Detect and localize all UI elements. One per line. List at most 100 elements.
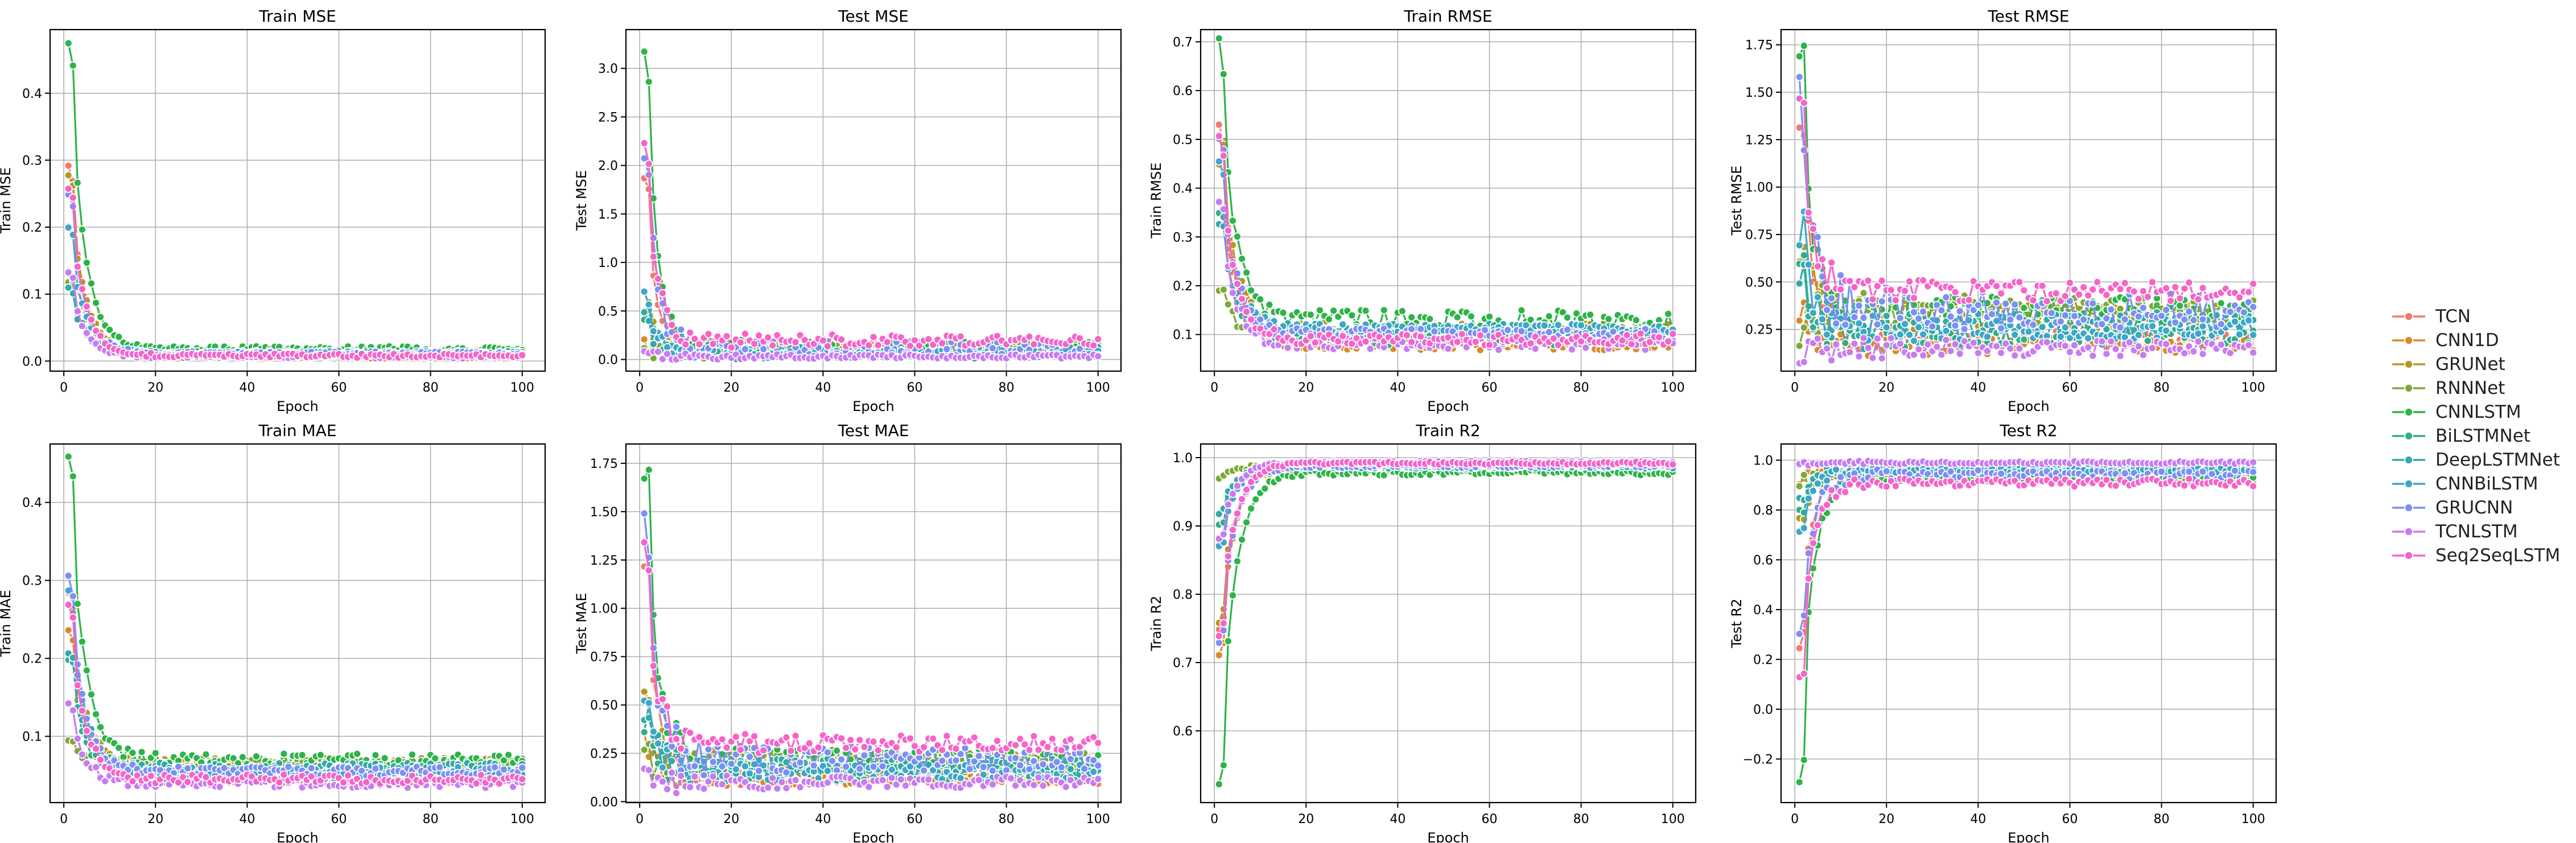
data-point: [1425, 315, 1435, 323]
data-point: [1577, 337, 1586, 346]
data-point: [727, 343, 736, 352]
data-point: [1485, 340, 1494, 349]
data-point: [823, 342, 832, 351]
data-point: [1379, 306, 1388, 315]
y-tick-label: 0.4: [22, 87, 42, 101]
data-point: [2019, 335, 2029, 344]
data-point: [1932, 342, 1942, 351]
data-point: [2088, 299, 2097, 308]
data-point: [1549, 334, 1558, 343]
data-point: [1823, 283, 1832, 293]
data-point: [1334, 337, 1343, 346]
series-seq2seqlstm: [1795, 94, 2258, 306]
data-point: [1238, 294, 1246, 303]
data-point: [869, 332, 878, 342]
series-seq2seqlstm: [1214, 131, 1678, 349]
data-point: [2010, 351, 2019, 360]
data-point: [1808, 309, 1817, 318]
series-line: [67, 592, 523, 781]
data-point: [1256, 295, 1265, 304]
data-point: [1905, 277, 1914, 286]
data-point: [2175, 294, 2185, 303]
data-point: [1664, 337, 1673, 346]
data-point: [1522, 321, 1531, 330]
data-point: [1997, 324, 2006, 333]
y-tick-label: 0.3: [22, 154, 42, 168]
y-axis-label: Train MSE: [0, 167, 14, 234]
data-point: [1919, 330, 1928, 339]
data-point: [644, 300, 653, 309]
data-point: [1946, 347, 1955, 356]
data-point: [2249, 302, 2258, 311]
data-point: [1914, 314, 1923, 323]
data-point: [1228, 260, 1237, 269]
data-point: [1997, 348, 2006, 357]
data-point: [1094, 352, 1103, 361]
x-tick-label: 20: [723, 381, 739, 395]
data-point: [654, 274, 662, 283]
data-point: [1823, 344, 1832, 353]
data-point: [73, 178, 82, 187]
data-point: [2148, 344, 2157, 352]
data-point: [2198, 283, 2207, 293]
data-point: [92, 298, 101, 307]
x-tick-label: 20: [147, 381, 163, 395]
x-axis-label: Epoch: [2008, 398, 2050, 414]
data-point: [1946, 312, 1955, 321]
data-point: [1214, 157, 1223, 166]
data-point: [1228, 216, 1237, 225]
data-point: [649, 252, 658, 261]
data-point: [518, 351, 527, 360]
data-point: [906, 342, 914, 351]
data-point: [1868, 295, 1877, 304]
data-point: [1818, 315, 1827, 324]
data-point: [2216, 319, 2225, 328]
data-point: [2194, 337, 2203, 346]
data-point: [924, 335, 933, 344]
data-point: [1859, 334, 1868, 343]
data-point: [654, 347, 662, 356]
data-point: [1233, 279, 1242, 289]
y-tick-label: 0.0: [598, 353, 618, 368]
data-point: [644, 159, 653, 168]
y-tick-label: 0.3: [1173, 231, 1193, 245]
data-point: [1531, 344, 1540, 353]
data-point: [2010, 300, 2019, 309]
data-point: [1544, 312, 1553, 321]
axes-frame: [625, 28, 1122, 372]
chart-title: Test MSE: [838, 7, 909, 26]
data-point: [1799, 42, 1808, 50]
data-point: [77, 322, 86, 331]
data-point: [1457, 330, 1466, 339]
data-point: [77, 225, 86, 234]
data-point: [64, 39, 73, 48]
data-point: [2010, 330, 2019, 339]
data-point: [2166, 297, 2175, 305]
data-point: [1664, 310, 1673, 318]
axes-frame: [49, 28, 546, 372]
y-axis-label: Test RMSE: [1729, 166, 1745, 236]
data-point: [1338, 320, 1347, 329]
series-line: [67, 43, 522, 353]
data-point: [704, 330, 713, 339]
data-point: [1609, 327, 1618, 336]
data-point: [2225, 348, 2235, 357]
data-point: [1910, 336, 1919, 346]
data-point: [1910, 308, 1919, 316]
data-point: [2216, 299, 2225, 308]
series-line: [1799, 98, 2254, 304]
y-tick-label: 0.1: [1173, 328, 1193, 343]
data-point: [96, 312, 105, 322]
data-point: [1836, 285, 1845, 294]
data-point: [1025, 332, 1034, 341]
y-tick-label: 0.5: [1173, 133, 1193, 147]
data-point: [1631, 315, 1641, 324]
x-axis-label: Epoch: [1427, 398, 1469, 414]
data-point: [1347, 339, 1357, 348]
data-point: [2051, 289, 2060, 298]
x-tick-label: 80: [2154, 381, 2170, 395]
data-point: [1973, 301, 1983, 310]
data-point: [1942, 335, 1951, 344]
series-grunet: [64, 599, 527, 774]
